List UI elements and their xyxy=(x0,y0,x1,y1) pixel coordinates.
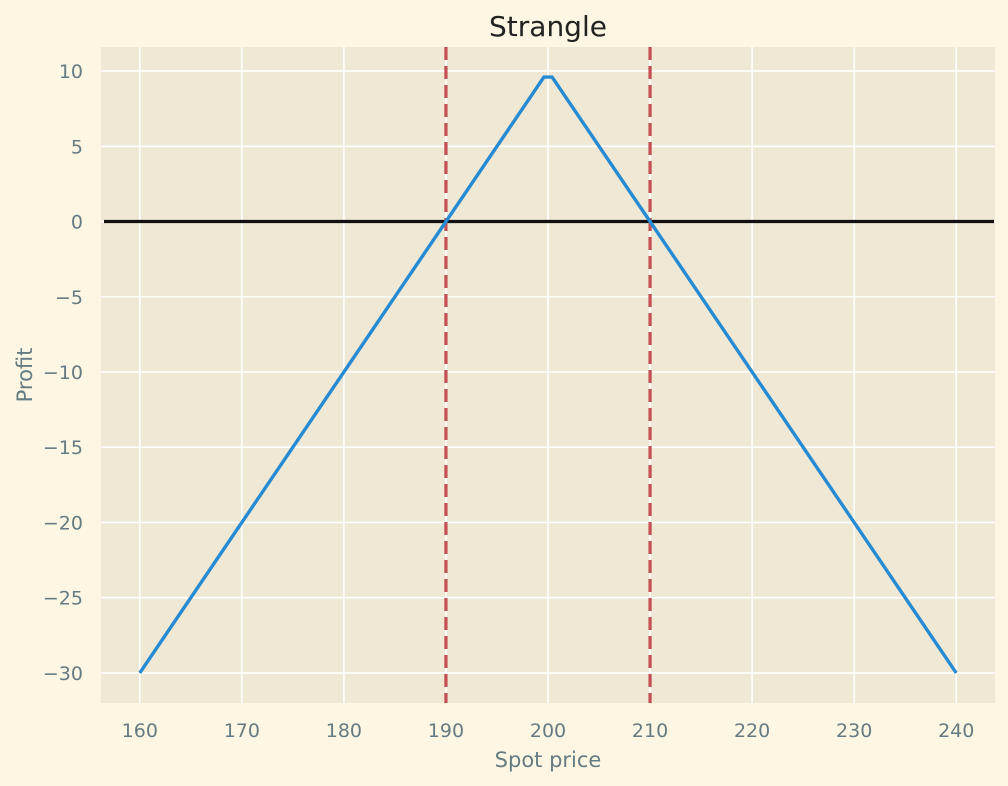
y-tick-label: 10 xyxy=(59,61,83,83)
x-tick-label: 180 xyxy=(326,720,362,742)
x-tick-labels: 160 170 180 190 200 210 220 230 240 xyxy=(122,720,975,742)
x-tick-label: 230 xyxy=(836,720,872,742)
x-tick-label: 220 xyxy=(734,720,770,742)
y-tick-label: −20 xyxy=(43,512,83,534)
x-tick-label: 210 xyxy=(632,720,668,742)
y-tick-label: −10 xyxy=(43,362,83,384)
y-tick-label: −5 xyxy=(55,287,83,309)
profit-line xyxy=(138,75,958,674)
y-tick-label: −30 xyxy=(43,663,83,685)
x-tick-label: 170 xyxy=(224,720,260,742)
y-tick-label: 5 xyxy=(71,136,83,158)
reference-lines xyxy=(104,47,994,703)
series-group xyxy=(138,75,958,674)
x-tick-label: 190 xyxy=(428,720,464,742)
y-tick-labels: 10 5 0 −5 −10 −15 −20 −25 −30 xyxy=(43,61,83,685)
x-tick-label: 240 xyxy=(938,720,974,742)
y-axis-label: Profit xyxy=(13,348,37,403)
x-tick-label: 160 xyxy=(122,720,158,742)
chart-title: Strangle xyxy=(489,10,607,43)
x-axis-label: Spot price xyxy=(495,748,602,772)
y-tick-label: −15 xyxy=(43,437,83,459)
y-tick-label: 0 xyxy=(71,212,83,234)
y-tick-label: −25 xyxy=(43,588,83,610)
x-tick-label: 200 xyxy=(530,720,566,742)
